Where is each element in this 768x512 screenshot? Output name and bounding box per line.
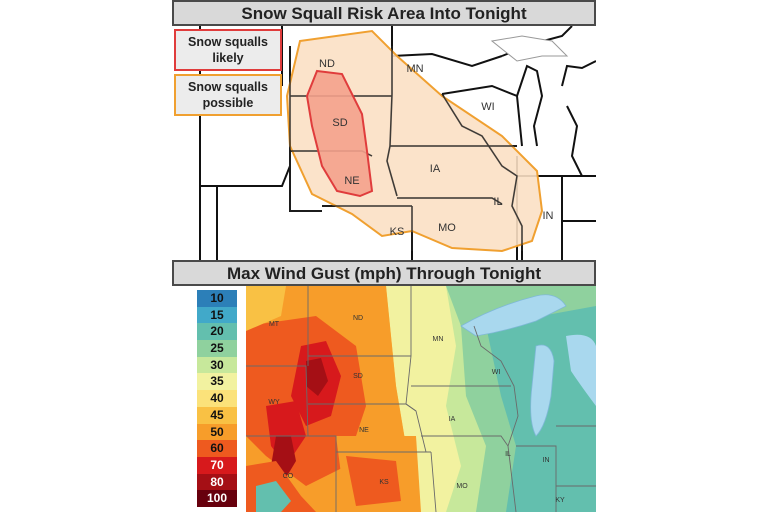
label-ne: NE (344, 175, 359, 187)
state-borders (246, 286, 596, 512)
scale-cell-70: 70 (197, 456, 237, 474)
scale-cell-15: 15 (197, 306, 237, 324)
wind-gust-title: Max Wind Gust (mph) Through Tonight (172, 260, 596, 286)
scale-cell-40: 40 (197, 390, 237, 407)
label-wy: WY (268, 399, 280, 406)
label-mt: MT (269, 321, 280, 328)
scale-cell-45: 45 (197, 406, 237, 424)
state-labels: MT ND MN SD WI WY NE IA IL IN CO KS MO K… (268, 315, 565, 504)
label-mn: MN (433, 336, 444, 343)
scale-cell-20: 20 (197, 323, 237, 341)
lake-superior (460, 294, 567, 337)
scale-cell-50: 50 (197, 423, 237, 441)
label-wi: WI (481, 101, 494, 113)
wind-gust-scale: 10 15 20 25 30 35 40 45 50 60 70 80 100 (197, 290, 237, 507)
scale-cell-35: 35 (197, 373, 237, 391)
label-il: IL (505, 451, 511, 458)
label-sd: SD (332, 117, 347, 129)
label-in: IN (543, 457, 550, 464)
scale-cell-60: 60 (197, 440, 237, 457)
state-labels: ND MN SD WI NE IA IL IN KS MO (319, 58, 554, 238)
label-mn: MN (406, 63, 423, 75)
label-ne: NE (359, 427, 369, 434)
label-nd: ND (319, 58, 335, 70)
label-ks: KS (379, 479, 389, 486)
scale-cell-30: 30 (197, 356, 237, 374)
lake-michigan (530, 344, 555, 437)
label-ia: IA (430, 163, 441, 175)
label-mo: MO (456, 483, 468, 490)
squalls-possible-area (285, 29, 544, 253)
label-ia: IA (449, 416, 456, 423)
label-nd: ND (353, 315, 363, 322)
label-wi: WI (492, 369, 501, 376)
label-in: IN (543, 210, 554, 222)
label-co: CO (283, 473, 294, 480)
squalls-likely-area (305, 69, 374, 198)
label-il: IL (493, 196, 502, 208)
label-ks: KS (390, 226, 405, 238)
scale-cell-10: 10 (197, 290, 237, 307)
scale-cell-25: 25 (197, 340, 237, 357)
squall-risk-map: ND MN SD WI NE IA IL IN KS MO (172, 26, 596, 260)
scale-cell-100: 100 (197, 490, 237, 507)
label-mo: MO (438, 222, 456, 234)
scale-cell-80: 80 (197, 473, 237, 491)
legend-squalls-likely: Snow squalls likely (174, 29, 282, 71)
squall-risk-title: Snow Squall Risk Area Into Tonight (172, 0, 596, 26)
label-sd: SD (353, 373, 363, 380)
label-ky: KY (555, 497, 565, 504)
legend-squalls-possible: Snow squalls possible (174, 74, 282, 116)
wind-gust-map: MT ND MN SD WI WY NE IA IL IN CO KS MO K… (246, 286, 596, 512)
